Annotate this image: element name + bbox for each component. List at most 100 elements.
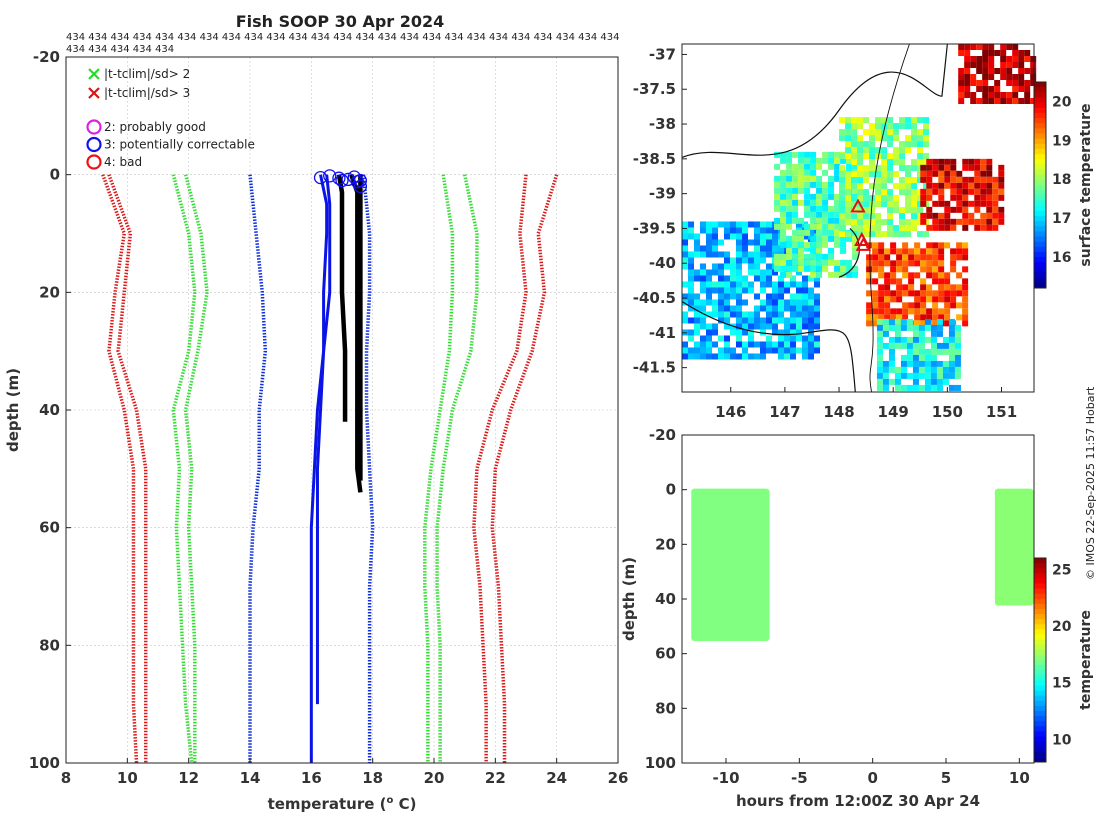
sst-pixel [802,311,808,318]
sst-pixel [914,272,921,279]
sst-pixel [944,290,951,297]
sst-pixel [1012,56,1019,62]
sst-pixel [682,311,688,318]
sst-pixel [982,44,989,50]
sst-pixel [911,165,918,172]
sst-pixel [938,176,945,183]
sst-pixel [936,318,943,325]
x-tick-label: 24 [546,769,567,787]
td-colorbar-segment [1034,609,1046,615]
sst-pixel [730,221,736,228]
sst-pixel [766,323,772,330]
sst-pixel [700,269,706,276]
sst-pixel [780,151,787,158]
sst-pixel [754,323,760,330]
sst-pixel [869,135,876,142]
sst-pixel [840,247,847,254]
sst-pixel [918,330,925,337]
sst-pixel [784,323,790,330]
sst-pixel [786,217,793,224]
sst-pixel [872,248,879,255]
map-colorbar-segment [1034,143,1046,150]
x-tick-label: 20 [424,769,445,787]
td-x-tick-label: 0 [867,769,877,787]
sst-pixel [986,182,993,189]
td-colorbar-segment [1034,603,1046,610]
map-y-tick-label: -39 [649,185,676,203]
sst-pixel [724,353,730,360]
sst-pixel [905,123,912,130]
sst-pixel [730,275,736,282]
sst-pixel [706,251,712,258]
sst-pixel [930,336,937,343]
sst-pixel [694,269,700,276]
sst-pixel [786,163,793,170]
sst-pixel [814,305,820,312]
sst-pixel [688,275,694,282]
sst-pixel [798,169,805,176]
sst-pixel [950,188,957,195]
map-x-tick-label: 151 [986,403,1017,421]
sst-pixel [888,336,895,343]
td-y-tick-label: 0 [666,481,676,499]
td-colorbar-tick-label: 15 [1052,676,1071,692]
sst-pixel [828,229,835,236]
sst-pixel [778,293,784,300]
sst-pixel [790,275,796,282]
sst-pixel [902,314,909,321]
sst-pixel [784,329,790,336]
sst-pixel [766,221,772,228]
sst-pixel [816,181,823,188]
sst-pixel [905,147,912,154]
sst-pixel [682,299,688,306]
sst-pixel [920,308,927,315]
sst-pixel [828,151,835,158]
sst-pixel [954,384,961,391]
sst-pixel [917,147,924,154]
sst-pixel [875,231,882,238]
sst-pixel [780,253,787,260]
sst-pixel [896,248,903,255]
sst-pixel [881,147,888,154]
sst-pixel [816,175,823,182]
sst-pixel [804,181,811,188]
sst-pixel [920,194,927,201]
sst-pixel [948,360,955,367]
sst-pixel [778,311,784,318]
sst-pixel [810,199,817,206]
sst-pixel [976,86,983,92]
sst-pixel [694,275,700,282]
map-colorbar-segment [1034,267,1046,274]
sst-pixel [834,211,841,218]
sst-pixel [1030,74,1037,80]
sst-pixel [970,62,977,68]
sst-pixel [700,341,706,348]
sst-pixel [917,219,924,226]
sst-pixel [875,195,882,202]
sst-pixel [786,223,793,230]
sst-pixel [736,227,742,234]
sst-pixel [786,235,793,242]
sst-pixel [706,341,712,348]
td-x-axis-label: hours from 12:00Z 30 Apr 24 [736,792,980,810]
sst-pixel [766,299,772,306]
sst-pixel [869,213,876,220]
sst-pixel [998,206,1005,213]
sst-pixel [754,311,760,318]
sst-pixel [980,188,987,195]
sst-pixel [994,80,1001,86]
sst-pixel [730,269,736,276]
sst-pixel [902,290,909,297]
sst-pixel [839,165,846,172]
sst-pixel [724,287,730,294]
sst-pixel [730,287,736,294]
sst-pixel [742,239,748,246]
sst-pixel [894,366,901,373]
sst-pixel [926,182,933,189]
sst-pixel [914,260,921,267]
sst-pixel [893,153,900,160]
sst-pixel [944,272,951,279]
sst-pixel [778,347,784,354]
sst-pixel [872,290,879,297]
sst-pixel [736,329,742,336]
